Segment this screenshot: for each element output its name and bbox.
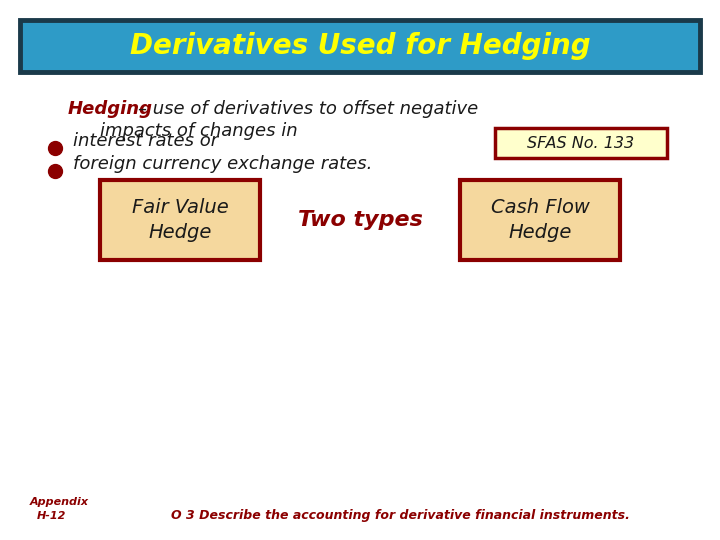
- Text: Appendix: Appendix: [30, 497, 89, 507]
- Text: Hedging: Hedging: [68, 100, 153, 118]
- Text: Cash Flow
Hedge: Cash Flow Hedge: [490, 198, 590, 242]
- Text: SFAS No. 133: SFAS No. 133: [528, 136, 634, 151]
- FancyBboxPatch shape: [495, 128, 667, 158]
- Text: foreign currency exchange rates.: foreign currency exchange rates.: [73, 155, 372, 173]
- Text: Fair Value
Hedge: Fair Value Hedge: [132, 198, 228, 242]
- FancyBboxPatch shape: [460, 180, 620, 260]
- FancyBboxPatch shape: [20, 20, 700, 72]
- Text: H-12: H-12: [37, 511, 66, 521]
- FancyBboxPatch shape: [100, 180, 260, 260]
- Text: Derivatives Used for Hedging: Derivatives Used for Hedging: [130, 32, 590, 60]
- Text: Two types: Two types: [297, 210, 423, 230]
- Text: interest rates or: interest rates or: [73, 132, 218, 150]
- Text: impacts of changes in: impacts of changes in: [100, 122, 297, 140]
- Text: O 3 Describe the accounting for derivative financial instruments.: O 3 Describe the accounting for derivati…: [171, 510, 629, 523]
- Text: – use of derivatives to offset negative: – use of derivatives to offset negative: [138, 100, 478, 118]
